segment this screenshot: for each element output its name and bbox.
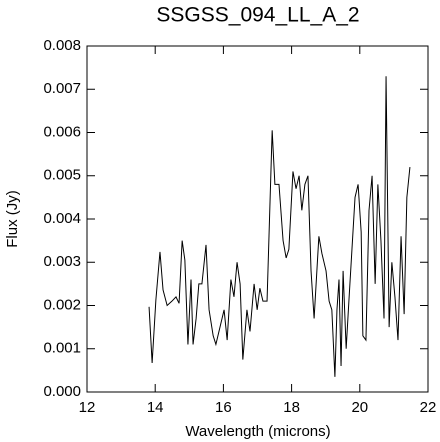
y-tick-label: 0.002 (43, 296, 81, 313)
data-line (148, 76, 411, 377)
y-tick-label: 0.006 (43, 123, 81, 140)
chart-title: SSGSS_094_LL_A_2 (156, 4, 359, 27)
y-axis-label: Flux (Jy) (4, 190, 21, 248)
y-tick-label: 0.007 (43, 80, 81, 97)
y-tick-label: 0.003 (43, 253, 81, 270)
y-tick-label: 0.000 (43, 383, 81, 400)
x-tick-label: 18 (283, 399, 300, 416)
x-tick-label: 12 (79, 399, 96, 416)
x-tick-label: 22 (420, 399, 437, 416)
y-tick-label: 0.004 (43, 210, 81, 227)
y-tick-label: 0.005 (43, 167, 81, 184)
y-tick-label: 0.001 (43, 340, 81, 357)
x-tick-label: 20 (351, 399, 368, 416)
x-tick-label: 14 (147, 399, 164, 416)
x-axis-label: Wavelength (microns) (185, 423, 330, 440)
x-tick-label: 16 (215, 399, 232, 416)
y-tick-label: 0.008 (43, 37, 81, 54)
